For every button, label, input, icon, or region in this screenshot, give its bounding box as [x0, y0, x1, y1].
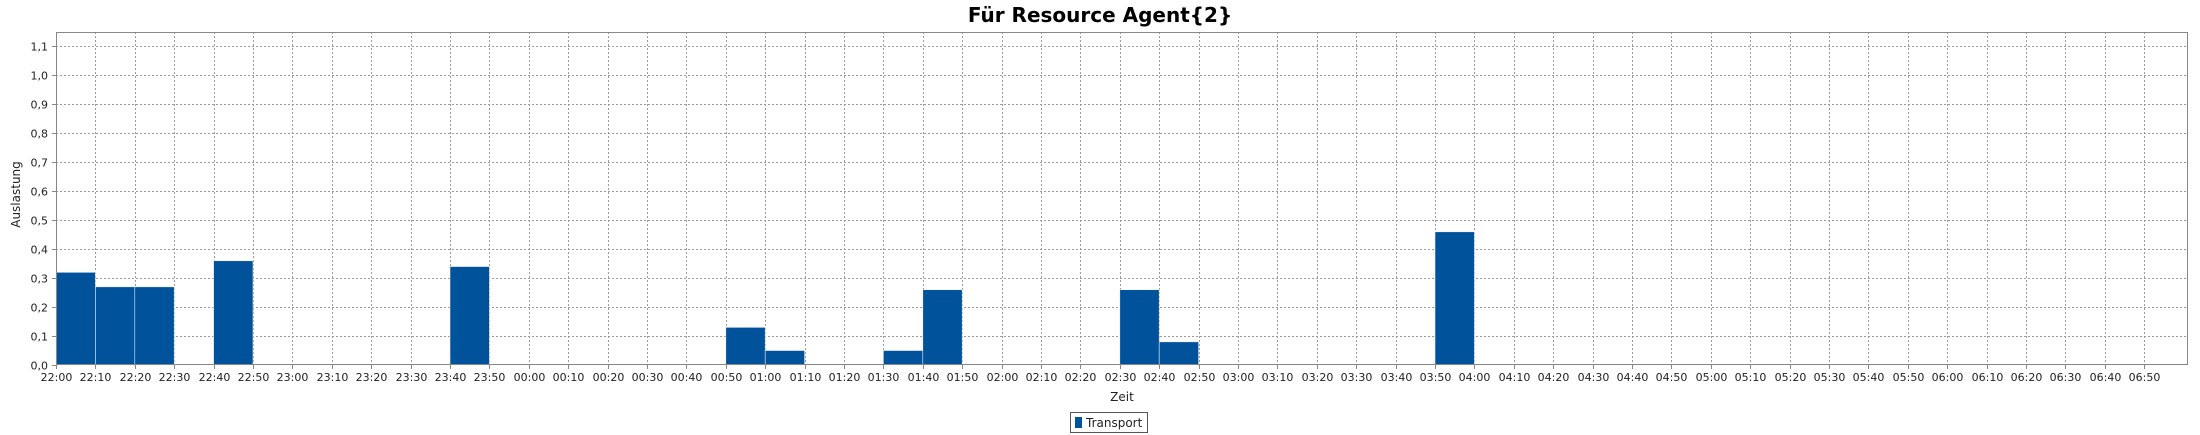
- x-tick-label: 22:00: [41, 371, 73, 384]
- x-tick-label: 00:30: [632, 371, 664, 384]
- x-tick-label: 00:20: [593, 371, 625, 384]
- x-tick-label: 03:50: [1420, 371, 1452, 384]
- x-tick-label: 05:00: [1696, 371, 1728, 384]
- legend-swatch-transport: [1075, 417, 1082, 428]
- x-tick-label: 03:10: [1262, 371, 1294, 384]
- x-tick-label: 03:00: [1223, 371, 1255, 384]
- x-tick-label: 23:40: [435, 371, 467, 384]
- bar-transport: [1158, 341, 1199, 366]
- x-tick-label: 22:40: [199, 371, 231, 384]
- x-tick-label: 23:50: [474, 371, 506, 384]
- x-tick-label: 05:30: [1814, 371, 1846, 384]
- x-tick-label: 01:20: [829, 371, 861, 384]
- bar-transport: [1434, 231, 1475, 366]
- x-tick-label: 22:20: [120, 371, 152, 384]
- x-tick-label: 06:00: [1932, 371, 1964, 384]
- bar-transport: [1119, 289, 1160, 366]
- x-tick-label: 04:00: [1459, 371, 1491, 384]
- y-tick-label: 1,0: [31, 70, 49, 83]
- bar-transport: [213, 260, 254, 366]
- x-tick-label: 00:00: [514, 371, 546, 384]
- x-tick-label: 02:10: [1026, 371, 1058, 384]
- x-tick-label: 04:50: [1656, 371, 1688, 384]
- x-tick-label: 04:30: [1578, 371, 1610, 384]
- x-tick-label: 04:40: [1617, 371, 1649, 384]
- y-tick-label: 0,5: [31, 215, 49, 228]
- x-tick-label: 06:20: [2011, 371, 2043, 384]
- y-tick-label: 0,1: [31, 331, 49, 344]
- y-tick-label: 1,1: [31, 41, 49, 54]
- x-axis-label: Zeit: [1110, 390, 1134, 404]
- x-tick-label: 02:00: [987, 371, 1019, 384]
- x-tick-label: 05:20: [1775, 371, 1807, 384]
- chart-title: Für Resource Agent{2}: [967, 3, 1233, 27]
- y-axis-label: Auslastung: [9, 161, 23, 228]
- x-tick-label: 03:20: [1302, 371, 1334, 384]
- y-tick-label: 0,6: [31, 186, 49, 199]
- x-tick-label: 23:20: [356, 371, 388, 384]
- x-tick-label: 04:10: [1499, 371, 1531, 384]
- x-tick-label: 00:40: [671, 371, 703, 384]
- x-tick-label: 02:50: [1184, 371, 1216, 384]
- y-tick-label: 0,9: [31, 99, 49, 112]
- x-tick-label: 06:40: [2090, 371, 2122, 384]
- x-tick-label: 06:30: [2050, 371, 2082, 384]
- bar-transport: [95, 286, 136, 366]
- x-tick-label: 02:40: [1144, 371, 1176, 384]
- bar-transport: [55, 272, 96, 366]
- y-tick-label: 0,4: [31, 244, 49, 257]
- bar-transport: [449, 266, 490, 366]
- bar-transport: [134, 286, 175, 366]
- legend-label-transport: Transport: [1086, 415, 1143, 430]
- x-tick-label: 23:10: [317, 371, 349, 384]
- x-tick-label: 01:00: [750, 371, 782, 384]
- bar-transport: [883, 350, 924, 366]
- x-tick-label: 05:50: [1893, 371, 1925, 384]
- x-tick-label: 23:30: [396, 371, 428, 384]
- x-tick-label: 23:00: [277, 371, 309, 384]
- bars: [55, 231, 1475, 366]
- y-axis-ticks: 0,0 0,1 0,2 0,3 0,4 0,5 0,6 0,7 0,8 0,9 1,0 1,1: [31, 41, 56, 373]
- x-tick-label: 02:30: [1105, 371, 1137, 384]
- y-tick-label: 0,7: [31, 157, 49, 170]
- x-tick-label: 06:10: [1972, 371, 2004, 384]
- y-tick-label: 0,0: [31, 360, 49, 373]
- x-tick-label: 03:30: [1341, 371, 1373, 384]
- y-tick-label: 0,2: [31, 302, 49, 315]
- x-tick-label: 05:40: [1853, 371, 1885, 384]
- x-tick-label: 01:10: [790, 371, 822, 384]
- x-tick-label: 00:10: [553, 371, 585, 384]
- x-tick-label: 01:30: [868, 371, 900, 384]
- x-axis-ticks: 22:00 22:10 22:20 22:30 22:40 22:50 23:00 23:10…: [41, 365, 2161, 384]
- x-tick-label: 01:50: [947, 371, 979, 384]
- x-tick-label: 03:40: [1381, 371, 1413, 384]
- plot-frame: [56, 32, 2188, 365]
- x-tick-label: 02:20: [1065, 371, 1097, 384]
- y-tick-label: 0,3: [31, 273, 49, 286]
- x-tick-label: 22:10: [80, 371, 112, 384]
- legend: Transport: [1070, 412, 1149, 433]
- x-tick-label: 04:20: [1538, 371, 1570, 384]
- x-tick-label: 00:50: [711, 371, 743, 384]
- bar-transport: [725, 327, 766, 366]
- x-tick-label: 06:50: [2129, 371, 2161, 384]
- x-tick-label: 05:10: [1735, 371, 1767, 384]
- y-tick-label: 0,8: [31, 128, 49, 141]
- bar-transport: [922, 289, 963, 366]
- x-tick-label: 22:30: [159, 371, 191, 384]
- bar-transport: [764, 350, 805, 366]
- x-tick-label: 01:40: [908, 371, 940, 384]
- x-tick-label: 22:50: [238, 371, 270, 384]
